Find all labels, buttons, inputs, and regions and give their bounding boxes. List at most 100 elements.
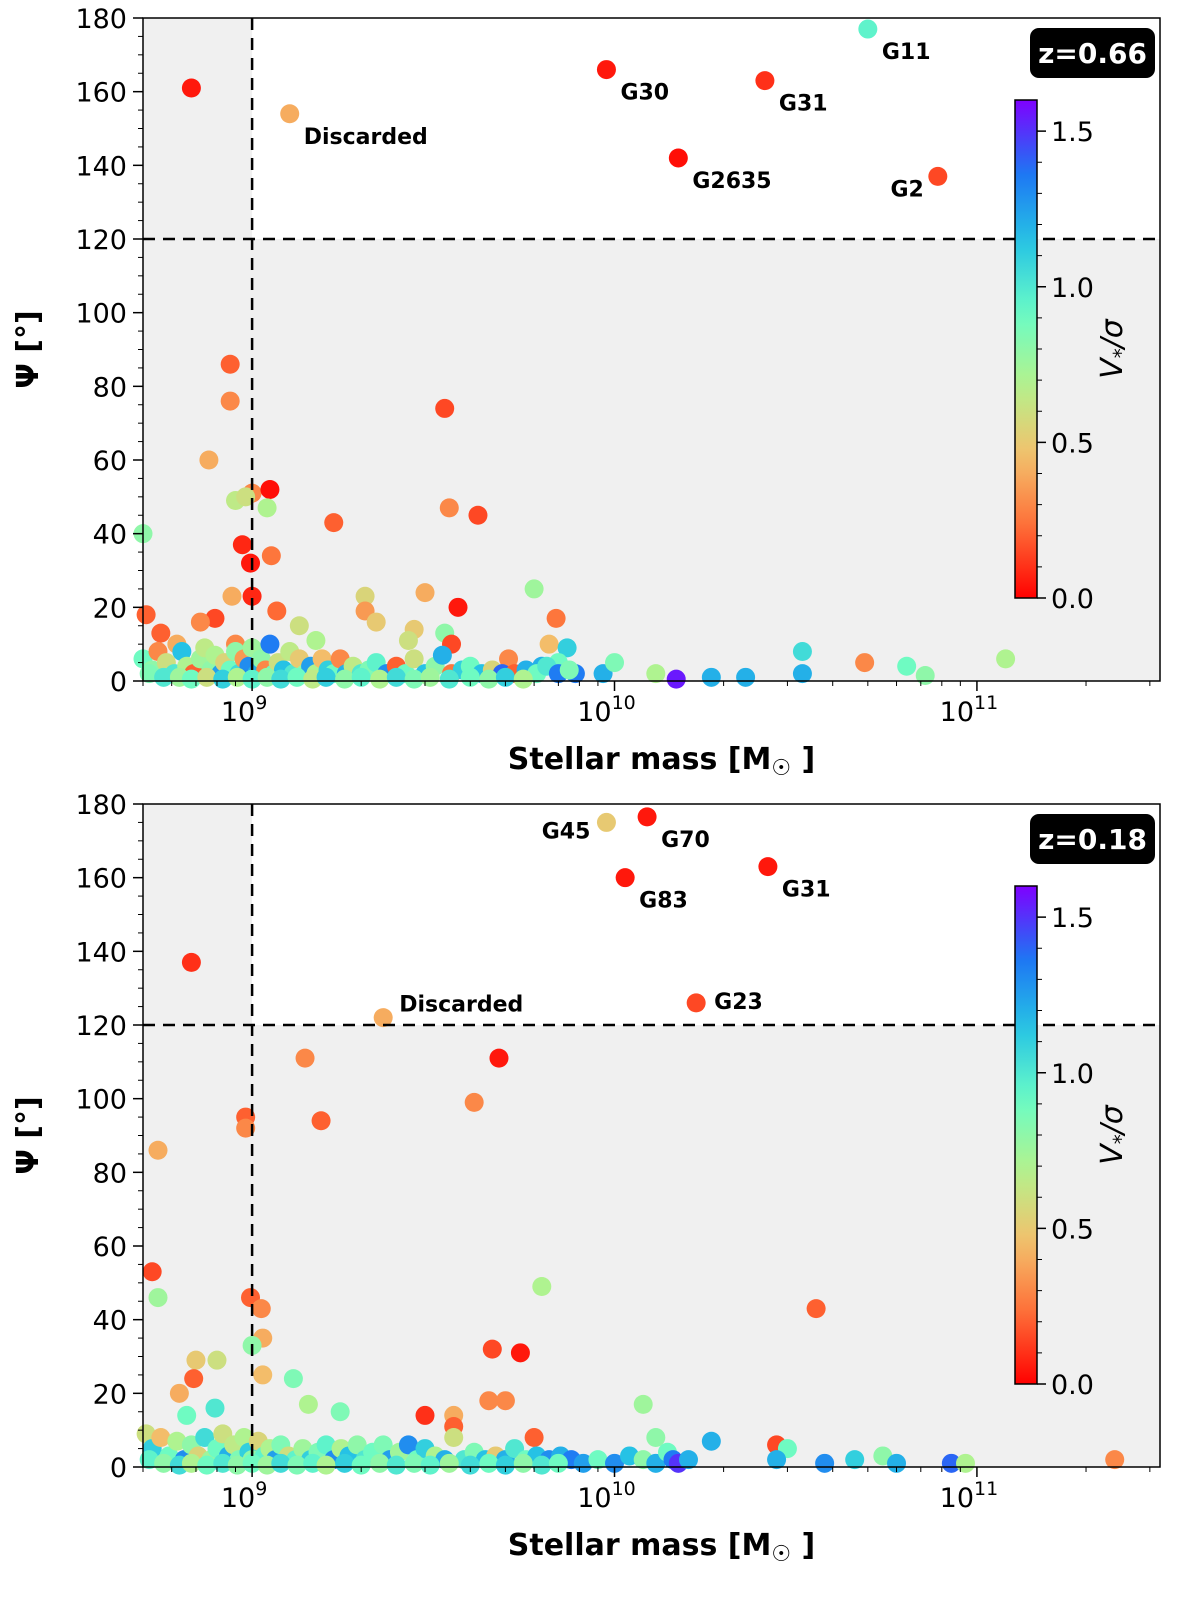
annotated-point — [596, 60, 616, 80]
data-point — [139, 1450, 159, 1470]
data-point — [306, 630, 326, 650]
y-axis-title: Ψ [°] — [11, 1096, 46, 1174]
data-point — [253, 1365, 273, 1385]
colorbar-tick-label: 0.0 — [1051, 1370, 1094, 1401]
data-point — [386, 667, 406, 687]
colorbar-tick-label: 0.5 — [1051, 1214, 1094, 1245]
colorbar — [1014, 885, 1038, 1385]
data-point — [195, 1428, 215, 1448]
data-point — [482, 1339, 502, 1359]
data-point — [479, 669, 499, 689]
data-point — [366, 612, 386, 632]
data-point — [479, 1453, 499, 1473]
data-point — [351, 1455, 371, 1475]
y-tick-label: 180 — [75, 790, 127, 821]
data-point — [701, 667, 721, 687]
data-point — [289, 616, 309, 636]
excluded-region-aligned — [143, 1025, 1160, 1467]
data-point — [287, 667, 307, 687]
data-point — [524, 1428, 544, 1448]
excluded-region-aligned — [143, 239, 1160, 681]
data-point — [347, 1435, 367, 1455]
point-label-g2635: G2635 — [692, 169, 771, 194]
y-tick-label: 100 — [75, 299, 127, 330]
y-tick-label: 40 — [93, 520, 127, 551]
data-point — [370, 669, 390, 689]
data-point — [559, 660, 579, 680]
data-point — [678, 1450, 698, 1470]
data-point — [499, 649, 519, 669]
data-point — [271, 1453, 291, 1473]
data-point — [806, 1299, 826, 1319]
y-tick-label: 120 — [75, 225, 127, 256]
data-point — [489, 1048, 509, 1068]
data-point — [448, 597, 468, 617]
data-point — [213, 669, 233, 689]
data-point — [941, 1453, 961, 1473]
data-point — [373, 1435, 393, 1455]
data-point — [524, 579, 544, 599]
data-point — [181, 78, 201, 98]
annotated-point — [668, 148, 688, 168]
data-point — [316, 1435, 336, 1455]
data-point — [915, 665, 935, 685]
panel-top: G11 G30 G31 G2635 G2 Discarded 0 20 40 60 80 100 120… — [11, 4, 1161, 781]
point-label-g70: G70 — [661, 828, 710, 853]
data-point — [495, 1391, 515, 1411]
y-tick-label: 120 — [75, 1011, 127, 1042]
data-point — [432, 645, 452, 665]
data-point — [646, 664, 666, 684]
data-point — [311, 1111, 331, 1131]
annotated-point — [928, 166, 948, 186]
y-tick-label: 140 — [75, 151, 127, 182]
redshift-badge — [1030, 28, 1155, 78]
data-point — [1105, 1450, 1125, 1470]
redshift-label: z=0.66 — [1038, 37, 1147, 70]
data-point — [227, 667, 247, 687]
data-point — [205, 608, 225, 628]
data-point — [767, 1450, 787, 1470]
data-point — [287, 1455, 307, 1475]
annotated-point — [686, 993, 706, 1013]
data-point — [996, 649, 1016, 669]
data-point — [439, 1453, 459, 1473]
data-point — [260, 634, 280, 654]
x-tick-label: 1011 — [940, 1478, 999, 1514]
excluded-region-low-mass — [143, 18, 253, 239]
data-point — [510, 1343, 530, 1363]
data-point — [236, 487, 256, 507]
data-point — [546, 608, 566, 628]
data-point — [330, 1402, 350, 1422]
data-point — [792, 664, 812, 684]
data-point — [887, 1453, 907, 1473]
point-label-g23: G23 — [714, 990, 763, 1015]
data-point — [897, 656, 917, 676]
data-point — [251, 1299, 271, 1319]
data-point — [513, 1453, 533, 1473]
annotated-point — [758, 857, 778, 877]
data-point — [415, 1405, 435, 1425]
data-point — [257, 498, 277, 518]
data-point — [151, 623, 171, 643]
x-tick-label: 1010 — [577, 1478, 636, 1514]
data-point — [148, 1140, 168, 1160]
data-point — [956, 1453, 976, 1473]
data-point — [532, 1455, 552, 1475]
data-point — [222, 586, 242, 606]
data-point — [435, 398, 455, 418]
data-point — [386, 1455, 406, 1475]
data-point — [154, 667, 174, 687]
y-tick-label: 60 — [93, 446, 127, 477]
y-tick-label: 140 — [75, 937, 127, 968]
y-tick-label: 40 — [93, 1306, 127, 1337]
data-point — [513, 669, 533, 689]
scatter-series — [133, 78, 1016, 689]
data-point — [646, 1428, 666, 1448]
data-point — [460, 667, 480, 687]
data-point — [495, 667, 515, 687]
y-tick-label: 0 — [110, 667, 127, 698]
data-point — [398, 1435, 418, 1455]
y-tick-label: 160 — [75, 864, 127, 895]
data-point — [136, 605, 156, 625]
annotated-point — [615, 868, 635, 888]
